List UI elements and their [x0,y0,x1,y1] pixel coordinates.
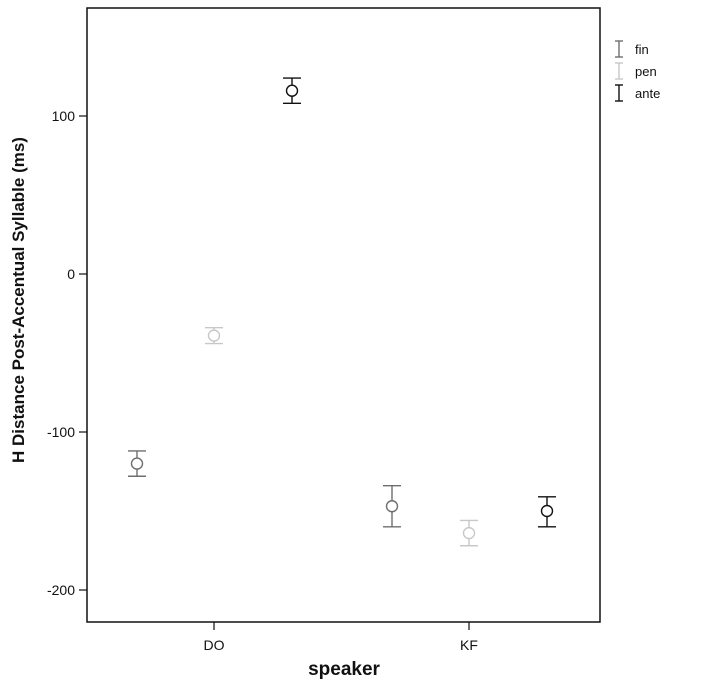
x-axis: DO KF [204,622,478,653]
error-bar-ante-KF [538,496,556,528]
plot-frame [86,7,601,623]
mean-point [540,504,554,518]
legend-label: fin [635,42,649,57]
legend-item-ante: ante [615,84,660,102]
mean-point [385,500,399,513]
x-tick-label: KF [460,637,478,653]
error-bar-fin-KF [383,485,401,528]
y-tick-label: -100 [47,424,75,440]
y-tick-label: 100 [52,108,76,124]
error-bar-ante-DO [283,77,301,105]
legend: fin pen ante [615,40,660,102]
legend-label: ante [635,86,660,101]
legend-label: pen [635,64,657,79]
mean-point [285,84,299,97]
x-axis-title: speaker [308,659,380,680]
mean-point [462,526,476,540]
y-axis: 100 0 -100 -200 [47,108,87,598]
error-bar-pen-KF [460,519,478,547]
mean-point [130,457,144,470]
mean-point [207,329,221,342]
y-tick-label: 0 [67,266,75,282]
error-bar-pen-DO [205,327,223,345]
error-bar-marks [128,77,556,547]
y-axis-title: H Distance Post-Accentual Syllable (ms) [9,137,28,463]
error-bar-fin-DO [128,450,146,477]
legend-item-pen: pen [615,62,657,80]
x-tick-label: DO [204,637,225,653]
legend-item-fin: fin [615,40,649,58]
y-tick-label: -200 [47,582,75,598]
